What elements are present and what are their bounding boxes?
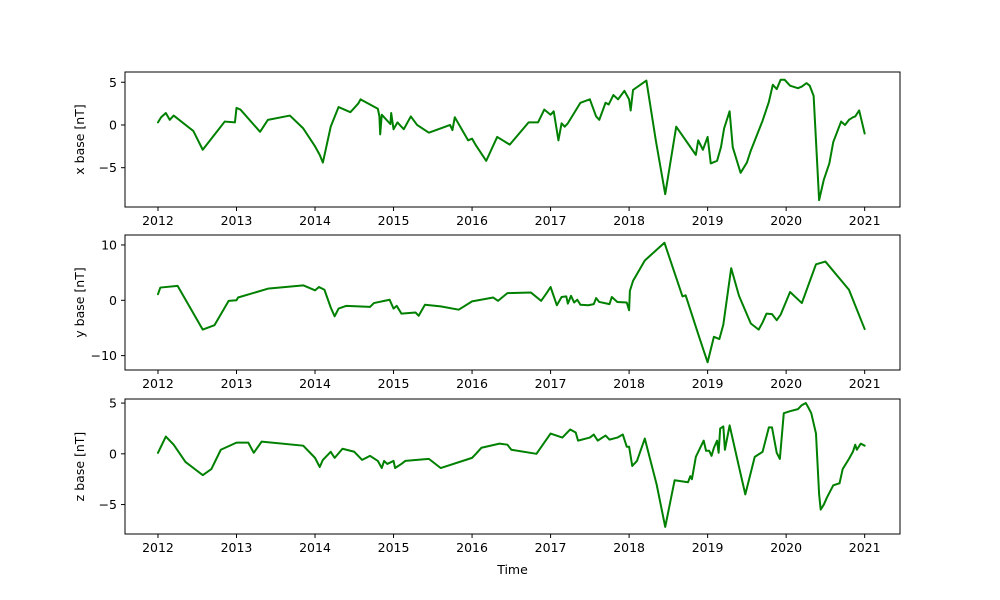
y-tick-label: 0 bbox=[109, 446, 117, 461]
x-tick-label: 2015 bbox=[378, 540, 410, 555]
y-axis-label: x base [nT] bbox=[72, 104, 87, 174]
subplot-2: 2012 2013 2014 2015 2016 2017 2018 2019 2020 2021… bbox=[72, 234, 901, 391]
x-tick-label: 2021 bbox=[849, 540, 881, 555]
x-tick-label: 2016 bbox=[456, 376, 488, 391]
x-tick-label: 2020 bbox=[770, 540, 802, 555]
x-tick-label: 2013 bbox=[221, 213, 253, 228]
x-tick-label: 2020 bbox=[770, 376, 802, 391]
y-tick-label: 10 bbox=[101, 237, 117, 252]
x-tick-label: 2014 bbox=[299, 376, 331, 391]
x-tick-label: 2013 bbox=[221, 376, 253, 391]
x-tick-label: 2012 bbox=[142, 213, 174, 228]
subplot-3: 2012 2013 2014 2015 2016 2017 2018 2019 2020 2021… bbox=[72, 396, 901, 577]
x-tick-label: 2021 bbox=[849, 213, 881, 228]
x-tick-label: 2014 bbox=[299, 213, 331, 228]
plot-frame bbox=[124, 398, 901, 535]
x-tick-label: 2016 bbox=[456, 540, 488, 555]
y-tick-label: 0 bbox=[109, 117, 117, 132]
x-tick-label: 2019 bbox=[692, 540, 724, 555]
plot-frame bbox=[124, 71, 901, 208]
y-tick-label: −5 bbox=[99, 497, 117, 512]
y-tick-label: 5 bbox=[109, 396, 117, 411]
x-tick-label: 2017 bbox=[535, 213, 567, 228]
x-tick-label: 2015 bbox=[378, 376, 410, 391]
series-line-3 bbox=[156, 402, 866, 528]
subplot-1: 2012 2013 2014 2015 2016 2017 2018 2019 2020 2021… bbox=[72, 71, 901, 228]
x-tick-label: 2018 bbox=[613, 213, 645, 228]
y-tick-label: −5 bbox=[99, 160, 117, 175]
x-tick-label: 2017 bbox=[535, 540, 567, 555]
y-axis-label: y base [nT] bbox=[72, 267, 87, 337]
x-tick-label: 2018 bbox=[613, 540, 645, 555]
x-tick-label: 2019 bbox=[692, 213, 724, 228]
x-tick-label: 2019 bbox=[692, 376, 724, 391]
x-tick-label: 2016 bbox=[456, 213, 488, 228]
x-tick-label: 2021 bbox=[849, 376, 881, 391]
x-tick-label: 2018 bbox=[613, 376, 645, 391]
x-axis-label: Time bbox=[496, 562, 528, 577]
x-tick-label: 2014 bbox=[299, 540, 331, 555]
x-tick-label: 2012 bbox=[142, 376, 174, 391]
x-tick-label: 2017 bbox=[535, 376, 567, 391]
y-tick-label: 5 bbox=[109, 75, 117, 90]
x-tick-label: 2012 bbox=[142, 540, 174, 555]
plot-frame bbox=[124, 234, 901, 371]
x-tick-label: 2013 bbox=[221, 540, 253, 555]
y-tick-label: −10 bbox=[91, 348, 117, 363]
x-tick-label: 2020 bbox=[770, 213, 802, 228]
series-line-2 bbox=[156, 241, 866, 364]
series-line-1 bbox=[156, 78, 866, 202]
y-tick-label: 0 bbox=[109, 293, 117, 308]
y-axis-label: z base [nT] bbox=[72, 432, 87, 502]
x-tick-label: 2015 bbox=[378, 213, 410, 228]
